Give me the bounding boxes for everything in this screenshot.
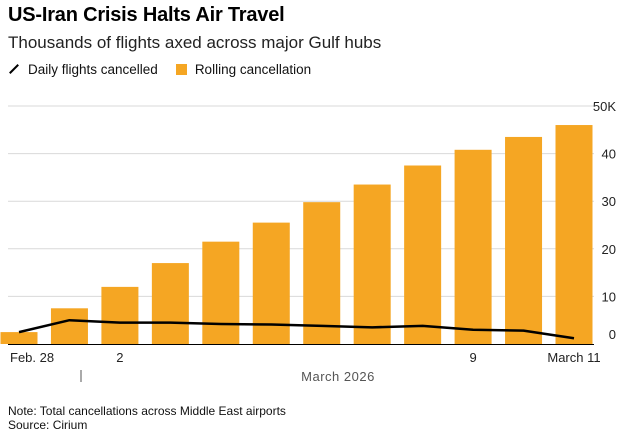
line-daily-cancelled — [18, 318, 575, 340]
x-tick-label: March 11 — [547, 350, 600, 365]
bar — [202, 241, 240, 344]
y-tick-label: 20 — [602, 242, 616, 257]
footnote: Note: Total cancellations across Middle … — [8, 404, 286, 432]
legend-item-line: Daily flights cancelled — [8, 62, 158, 77]
bar — [101, 286, 139, 344]
bar — [454, 149, 492, 344]
y-tick-label: 50K — [593, 99, 616, 114]
x-axis-month-label: March 2026 — [301, 369, 375, 384]
y-tick-label: 10 — [602, 289, 616, 304]
legend: Daily flights cancelled Rolling cancella… — [8, 60, 329, 78]
legend-item-bar: Rolling cancellation — [175, 61, 312, 77]
y-tick-label: 40 — [602, 147, 616, 162]
bar — [555, 125, 593, 344]
legend-bar-label: Rolling cancellation — [194, 61, 312, 77]
bar — [404, 165, 442, 344]
chart-subtitle: Thousands of flights axed across major G… — [8, 33, 382, 52]
legend-bar-swatch — [175, 63, 187, 75]
y-tick-label: 30 — [602, 194, 616, 209]
chart-title: US-Iran Crisis Halts Air Travel — [8, 4, 285, 26]
y-tick-label: 0 — [609, 327, 616, 342]
x-tick-label: Feb. 28 — [10, 350, 54, 365]
bar — [303, 202, 341, 344]
legend-line-label: Daily flights cancelled — [28, 61, 158, 77]
bar — [505, 136, 543, 344]
bar — [151, 263, 189, 344]
note-text: Note: Total cancellations across Middle … — [8, 404, 286, 418]
chart-area: 0 10 20 30 40 50K Feb. 28 2 9 March 11 March 2026 — [0, 99, 616, 384]
source-text: Source: Cirium — [8, 418, 88, 432]
x-tick-label: 9 — [469, 350, 476, 365]
bar — [50, 308, 88, 344]
bar — [353, 184, 391, 344]
x-tick-label: 2 — [116, 350, 123, 365]
bar — [0, 332, 38, 344]
